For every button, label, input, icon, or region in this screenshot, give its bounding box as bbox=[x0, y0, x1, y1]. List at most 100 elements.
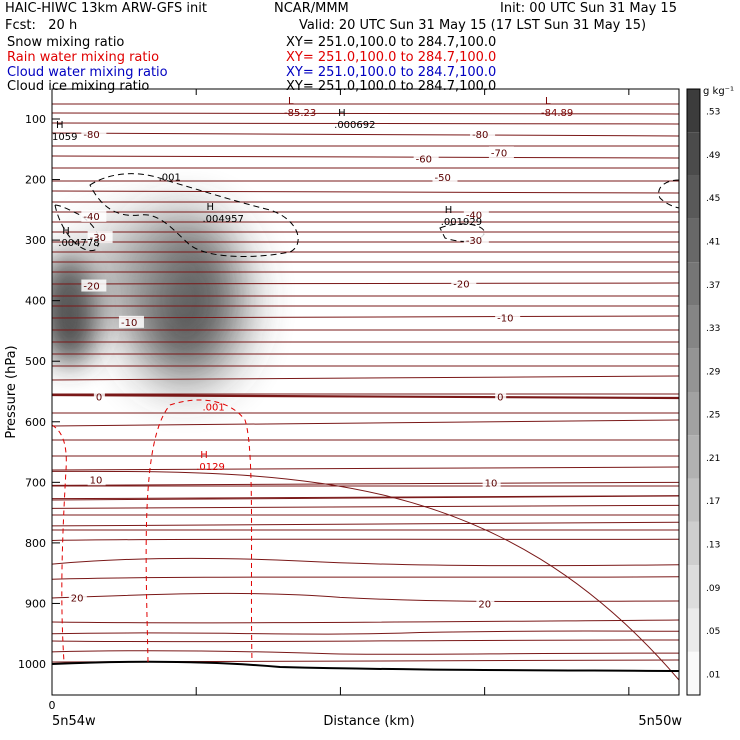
colorbar-swatch-2 bbox=[687, 565, 700, 609]
extremum-mark-2: H bbox=[338, 108, 346, 119]
extremum-value-4: .004957 bbox=[202, 214, 243, 225]
colorbar-swatch-9 bbox=[687, 262, 700, 306]
isotherm-line-44 bbox=[52, 538, 679, 541]
y-tick-label-3: 400 bbox=[25, 295, 46, 308]
label-bg-7 bbox=[87, 231, 113, 244]
isotherm-label-15: 10 bbox=[90, 475, 103, 486]
x-axis-label: Distance (km) bbox=[323, 714, 414, 729]
colorbar-label-11: .45 bbox=[706, 194, 720, 204]
extremum-mark-6: H bbox=[445, 205, 453, 216]
y-tick-label-5: 600 bbox=[25, 416, 46, 429]
mixing-ratio-label-0: .001 bbox=[159, 173, 181, 184]
y-tick-label-6: 700 bbox=[25, 476, 46, 489]
x-endpoint-right: 5n50w bbox=[638, 714, 682, 729]
colorbar-swatch-5 bbox=[687, 435, 700, 479]
isotherm-line-36 bbox=[52, 619, 679, 624]
isotherm-line-17 bbox=[52, 282, 679, 285]
isotherm-line-3 bbox=[52, 132, 679, 137]
colorbar-swatch-13 bbox=[687, 89, 700, 133]
x-tick-label-0: 0 bbox=[49, 699, 56, 712]
label-bg-15 bbox=[87, 473, 106, 486]
colorbar-swatch-10 bbox=[687, 218, 700, 263]
extremum-value-1: -84.89 bbox=[541, 108, 573, 119]
colorbar-label-9: .37 bbox=[706, 281, 720, 291]
label-bg-4 bbox=[432, 171, 458, 184]
colorbar-swatch-3 bbox=[687, 521, 700, 566]
colorbar-label-6: .25 bbox=[706, 411, 720, 421]
isotherm-label-12: -10 bbox=[497, 314, 513, 325]
title-line-center: NCAR/MMM bbox=[274, 1, 349, 16]
isotherm-line-48 bbox=[52, 630, 679, 635]
label-bg-8 bbox=[463, 234, 489, 247]
y-tick-label-7: 800 bbox=[25, 537, 46, 550]
cloud-ice-contour-mid bbox=[439, 223, 486, 242]
y-tick-label-2: 300 bbox=[25, 234, 46, 247]
isotherm-label-3: -60 bbox=[416, 154, 432, 165]
colorbar-label-13: .53 bbox=[706, 108, 720, 118]
title-line-left: HAIC-HIWC 13km ARW-GFS init bbox=[5, 1, 207, 16]
y-tick-label-9: 1000 bbox=[18, 658, 46, 671]
colorbar-swatch-1 bbox=[687, 608, 700, 652]
y-tick-label-0: 100 bbox=[25, 113, 46, 126]
isotherm-line-8 bbox=[52, 190, 679, 194]
label-bg-11 bbox=[118, 315, 144, 328]
forecast-hour: Fcst: 20 h bbox=[5, 18, 78, 33]
colorbar-label-8: .33 bbox=[706, 324, 720, 334]
colorbar-label-0: .01 bbox=[706, 670, 720, 680]
colorbar-label-2: .09 bbox=[706, 584, 721, 594]
label-bg-10 bbox=[451, 277, 477, 290]
isotherm-line-5 bbox=[52, 155, 679, 159]
label-bg-16 bbox=[482, 476, 501, 489]
isotherm-label-10: -20 bbox=[453, 280, 469, 291]
plot-frame bbox=[51, 88, 680, 696]
isotherm-line-25 bbox=[52, 375, 679, 381]
rain-contour-center bbox=[145, 399, 253, 663]
mixing-ratio-label-1: .001 bbox=[202, 403, 224, 414]
isotherm-label-18: 20 bbox=[478, 599, 491, 610]
isotherm-label-8: -30 bbox=[466, 236, 482, 247]
label-bg-0 bbox=[81, 128, 107, 141]
colorbar-label-7: .29 bbox=[706, 367, 721, 377]
label-bg-6 bbox=[463, 208, 489, 221]
y-tick-label-1: 200 bbox=[25, 174, 46, 187]
colorbar: .01 .05 .09 .13 .17 .21 .25 .29 .33 .37 .41 .45 .49.… bbox=[686, 88, 721, 696]
isotherm-label-2: -70 bbox=[491, 148, 507, 159]
terrain-line bbox=[52, 660, 679, 672]
colorbar-frame bbox=[686, 88, 701, 696]
isotherm-line-2 bbox=[52, 122, 679, 125]
temperature-contours bbox=[52, 103, 679, 681]
extremum-mark-4: H bbox=[206, 202, 214, 213]
label-bg-12 bbox=[495, 311, 521, 324]
isotherm-line-37 bbox=[52, 639, 679, 643]
contour-labels: -80 -80-70-60-50-40 -40-30 -30-20 -20-10 -100… bbox=[52, 96, 573, 611]
label-bg-3 bbox=[413, 152, 439, 165]
isotherm-line-49 bbox=[52, 650, 679, 655]
extremum-mark-7: H bbox=[200, 450, 208, 461]
label-bg-9 bbox=[81, 279, 107, 292]
isotherm-zero bbox=[52, 393, 679, 400]
x-endpoint-left: 5n54w bbox=[52, 714, 96, 729]
label-bg-13 bbox=[93, 390, 105, 403]
label-bg-5 bbox=[81, 209, 107, 222]
x-axis: 0 bbox=[49, 89, 630, 712]
snow-halo bbox=[75, 225, 195, 315]
colorbar-label-5: .21 bbox=[706, 454, 720, 464]
isotherm-line-28 bbox=[52, 419, 679, 427]
extremum-mark-5: H bbox=[62, 226, 70, 237]
field-xy-snow: XY= 251.0,100.0 to 284.7,100.0 bbox=[286, 35, 497, 50]
snow-shading bbox=[52, 220, 240, 380]
extremum-mark-0: L bbox=[288, 96, 294, 107]
field-xy-cloud-water: XY= 251.0,100.0 to 284.7,100.0 bbox=[286, 65, 497, 80]
isotherm-label-11: -10 bbox=[121, 318, 137, 329]
field-xy-cloud-ice: XY= 251.0,100.0 to 284.7,100.0 bbox=[286, 79, 497, 94]
isotherm-label-17: 20 bbox=[71, 593, 84, 604]
isotherm-line-39 bbox=[52, 470, 679, 681]
label-bg-18 bbox=[476, 597, 495, 610]
colorbar-swatch-6 bbox=[687, 392, 700, 436]
label-bg-17 bbox=[68, 591, 87, 604]
extremum-value-7: .0129 bbox=[196, 462, 225, 473]
colorbar-swatch-11 bbox=[687, 175, 700, 219]
label-bg-2 bbox=[488, 146, 514, 159]
colorbar-label-4: .17 bbox=[706, 497, 720, 507]
isotherm-label-6: -40 bbox=[466, 211, 482, 222]
